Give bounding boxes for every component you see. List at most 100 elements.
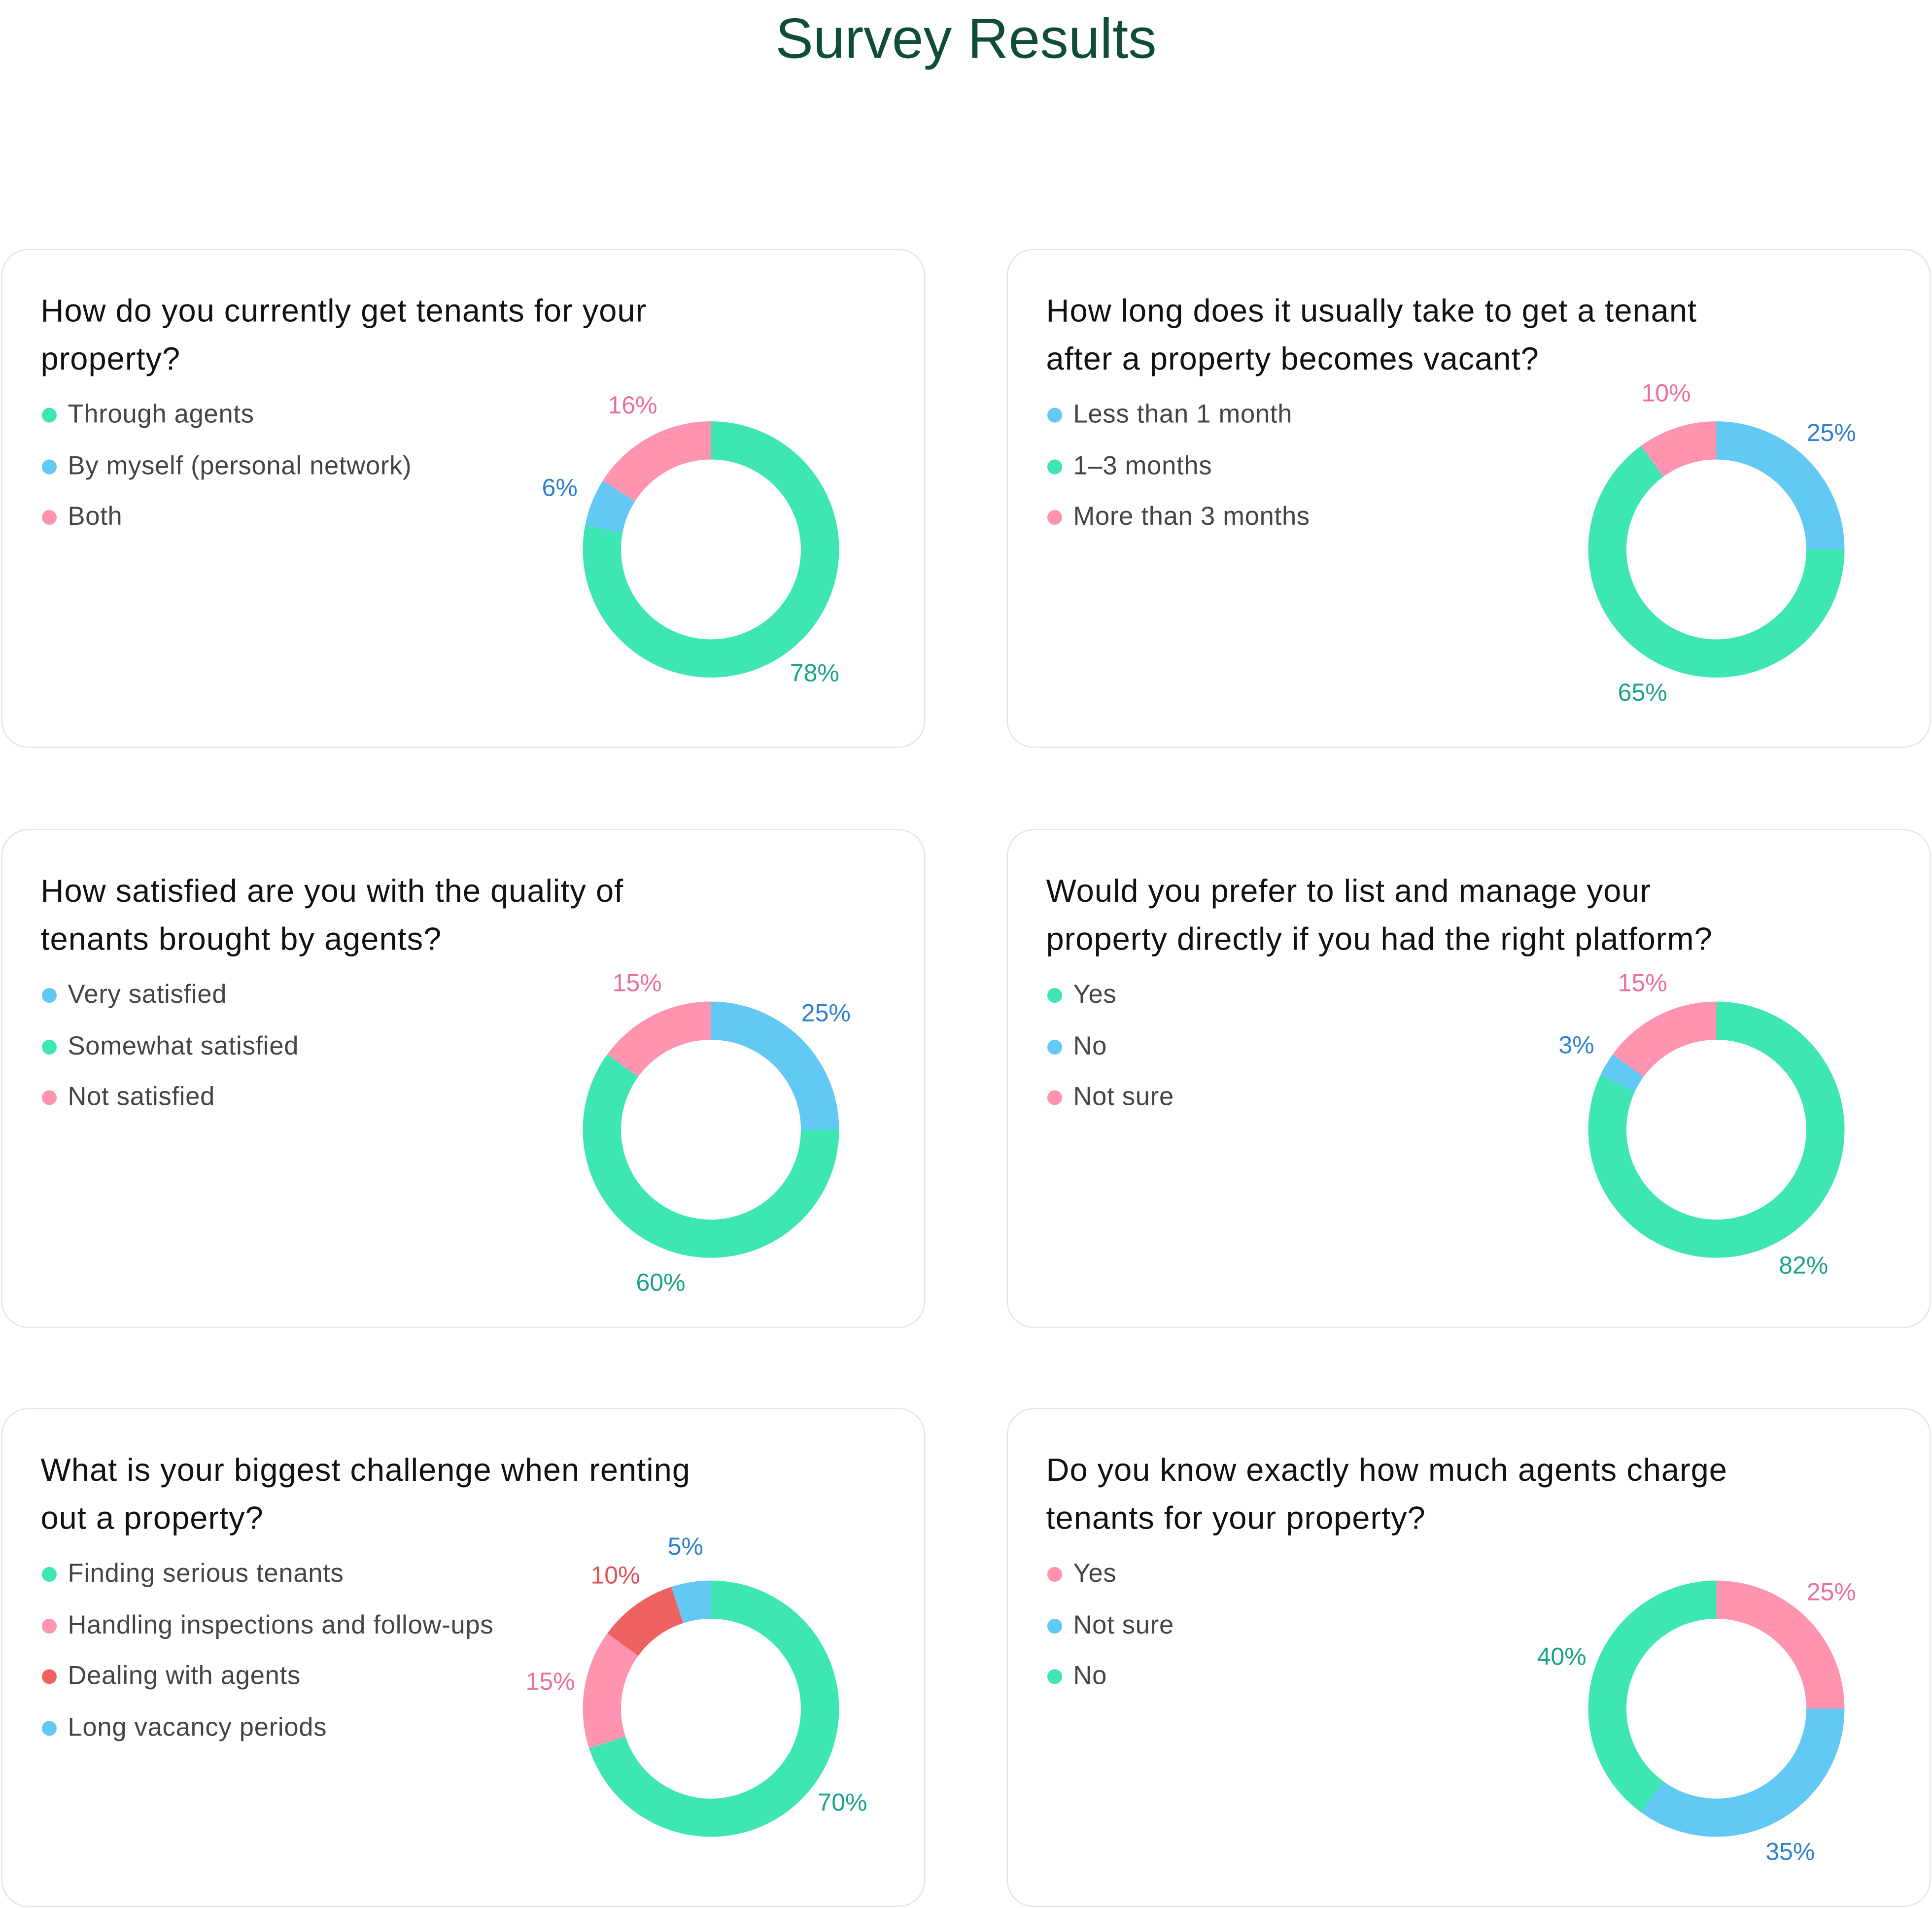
legend-label: No <box>1073 1662 1107 1691</box>
value-label: 25% <box>1807 1578 1856 1605</box>
question-title: How long does it usually take to get a t… <box>1046 292 1697 376</box>
donut-segment <box>583 421 839 678</box>
legend-label: More than 3 months <box>1073 503 1310 531</box>
value-label: 70% <box>818 1789 867 1816</box>
question-block: Do you know exactly how much agents char… <box>1046 1446 1736 1702</box>
value-label: 15% <box>526 1668 575 1695</box>
value-label: 15% <box>613 969 662 997</box>
question-title: Do you know exactly how much agents char… <box>1046 1451 1727 1536</box>
donut-segment <box>1716 421 1845 549</box>
legend-dot <box>1047 1618 1062 1633</box>
value-label: 78% <box>790 659 839 686</box>
donut-segment <box>607 1001 711 1077</box>
value-label: 6% <box>542 474 578 502</box>
legend-dot <box>42 510 57 525</box>
legend-dot <box>1047 988 1062 1003</box>
value-label: 35% <box>1765 1838 1815 1866</box>
value-label: 10% <box>1641 379 1690 407</box>
legend-item: Not satisfied <box>41 1072 731 1123</box>
legend: Less than 1 month 1–3 months More than 3 m… <box>1046 389 1736 543</box>
legend-dot <box>42 1618 57 1633</box>
legend-dot <box>1047 1567 1062 1582</box>
legend-dot <box>1047 1090 1062 1105</box>
donut-segment <box>1600 1054 1644 1091</box>
value-label: 82% <box>1779 1251 1828 1279</box>
legend-label: Not satisfied <box>68 1083 215 1112</box>
legend-label: No <box>1073 1031 1107 1060</box>
legend: Through agents By myself (personal networ… <box>41 389 731 543</box>
legend-item: 1–3 months <box>1046 441 1736 492</box>
legend-item: Somewhat satisfied <box>41 1021 731 1072</box>
donut-segment <box>589 1580 839 1837</box>
legend-item: Not sure <box>1046 1600 1736 1651</box>
survey-card: Do you know exactly how much agents char… <box>1006 1408 1931 1907</box>
donut-chart: 25% 35% 40% <box>1537 1578 1856 1866</box>
value-label: 40% <box>1537 1643 1587 1670</box>
legend-item: No <box>1046 1021 1736 1072</box>
survey-card: How long does it usually take to get a t… <box>1006 249 1931 748</box>
legend-label: Yes <box>1073 981 1117 1009</box>
legend-item: Not sure <box>1046 1072 1736 1123</box>
legend-label: Through agents <box>68 400 254 429</box>
legend-item: Both <box>41 492 731 543</box>
donut-segment <box>602 421 711 502</box>
question-block: What is your biggest challenge when rent… <box>41 1446 731 1753</box>
legend-dot <box>42 408 57 423</box>
legend-label: Handling inspections and follow-ups <box>68 1610 494 1639</box>
legend-dot <box>42 1567 57 1582</box>
donut-segment <box>583 1054 839 1258</box>
donut-segment <box>1716 1580 1845 1709</box>
question-block: How satisfied are you with the quality o… <box>41 867 731 1123</box>
value-label: 15% <box>1618 969 1667 997</box>
legend-dot <box>42 1669 57 1684</box>
legend-dot <box>1047 459 1062 474</box>
legend-item: Very satisfied <box>41 970 731 1021</box>
donut-chart: 82% 3% 15% <box>1558 969 1845 1279</box>
donut-segment <box>583 1633 638 1748</box>
value-label: 65% <box>1618 679 1667 706</box>
legend-dot <box>1047 1669 1062 1684</box>
question-title: Would you prefer to list and manage your… <box>1046 872 1713 957</box>
legend-item: More than 3 months <box>1046 492 1736 543</box>
legend-label: By myself (personal network) <box>68 451 412 480</box>
donut-segment <box>671 1580 711 1623</box>
question-block: Would you prefer to list and manage your… <box>1046 867 1736 1123</box>
legend-item: Long vacancy periods <box>41 1702 731 1753</box>
value-label: 5% <box>668 1533 703 1560</box>
legend-label: Very satisfied <box>68 981 227 1009</box>
value-label: 16% <box>608 391 657 419</box>
legend-label: Dealing with agents <box>68 1662 301 1691</box>
donut-segment <box>1588 1001 1845 1258</box>
question-title: How do you currently get tenants for you… <box>40 292 647 376</box>
donut-segment <box>711 1001 839 1130</box>
legend-item: Yes <box>1046 970 1736 1021</box>
donut-chart: 25% 65% 10% <box>1588 379 1856 706</box>
value-label: 25% <box>1807 419 1856 446</box>
value-label: 60% <box>636 1269 685 1296</box>
legend: Very satisfied Somewhat satisfied Not sati… <box>41 970 731 1124</box>
question-block: How do you currently get tenants for you… <box>41 287 731 543</box>
legend-label: Somewhat satisfied <box>68 1031 299 1060</box>
legend-item: Dealing with agents <box>41 1651 731 1702</box>
legend-item: Finding serious tenants <box>41 1549 731 1600</box>
legend-item: By myself (personal network) <box>41 441 731 492</box>
survey-card: What is your biggest challenge when rent… <box>1 1408 926 1907</box>
legend-dot <box>42 988 57 1003</box>
legend-label: Finding serious tenants <box>68 1560 344 1588</box>
donut-segment <box>1588 445 1845 678</box>
legend: Yes Not sure No <box>1046 1549 1736 1703</box>
donut-segment <box>1613 1001 1717 1077</box>
survey-card: How do you currently get tenants for you… <box>1 249 926 748</box>
legend-dot <box>1047 1039 1062 1054</box>
value-label: 3% <box>1558 1031 1594 1059</box>
legend-item: Through agents <box>41 389 731 441</box>
legend-label: Not sure <box>1073 1083 1174 1112</box>
survey-card: Would you prefer to list and manage your… <box>1006 829 1931 1328</box>
donut-segment <box>1588 1580 1717 1812</box>
legend-label: Both <box>68 503 123 531</box>
legend-item: Less than 1 month <box>1046 389 1736 441</box>
page-title: Survey Results <box>775 6 1157 70</box>
donut-chart: 25% 60% 15% <box>583 969 851 1296</box>
question-title: What is your biggest challenge when rent… <box>40 1451 690 1536</box>
legend-label: Long vacancy periods <box>68 1713 327 1742</box>
